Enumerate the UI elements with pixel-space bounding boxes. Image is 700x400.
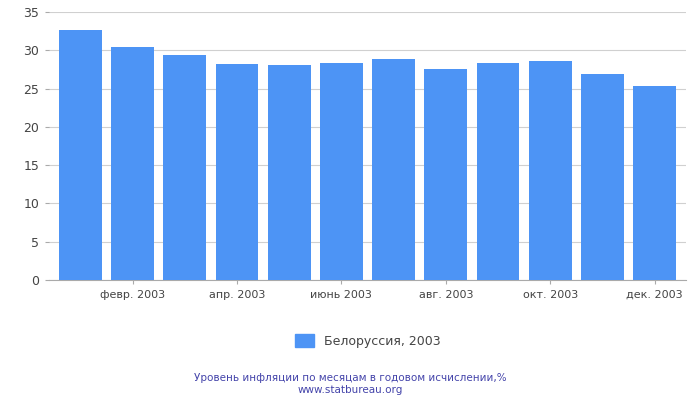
Bar [424,69,467,280]
Legend: Белоруссия, 2003: Белоруссия, 2003 [290,329,445,353]
Bar [372,59,415,280]
Text: Уровень инфляции по месяцам в годовом исчислении,%: Уровень инфляции по месяцам в годовом ис… [194,373,506,383]
Bar [111,47,154,280]
Bar [477,63,519,280]
Bar [268,65,311,280]
Bar [59,30,102,280]
Bar [216,64,258,280]
Text: www.statbureau.org: www.statbureau.org [298,385,402,395]
Bar [528,61,572,280]
Bar [163,55,206,280]
Bar [634,86,676,280]
Bar [581,74,624,280]
Bar [320,62,363,280]
